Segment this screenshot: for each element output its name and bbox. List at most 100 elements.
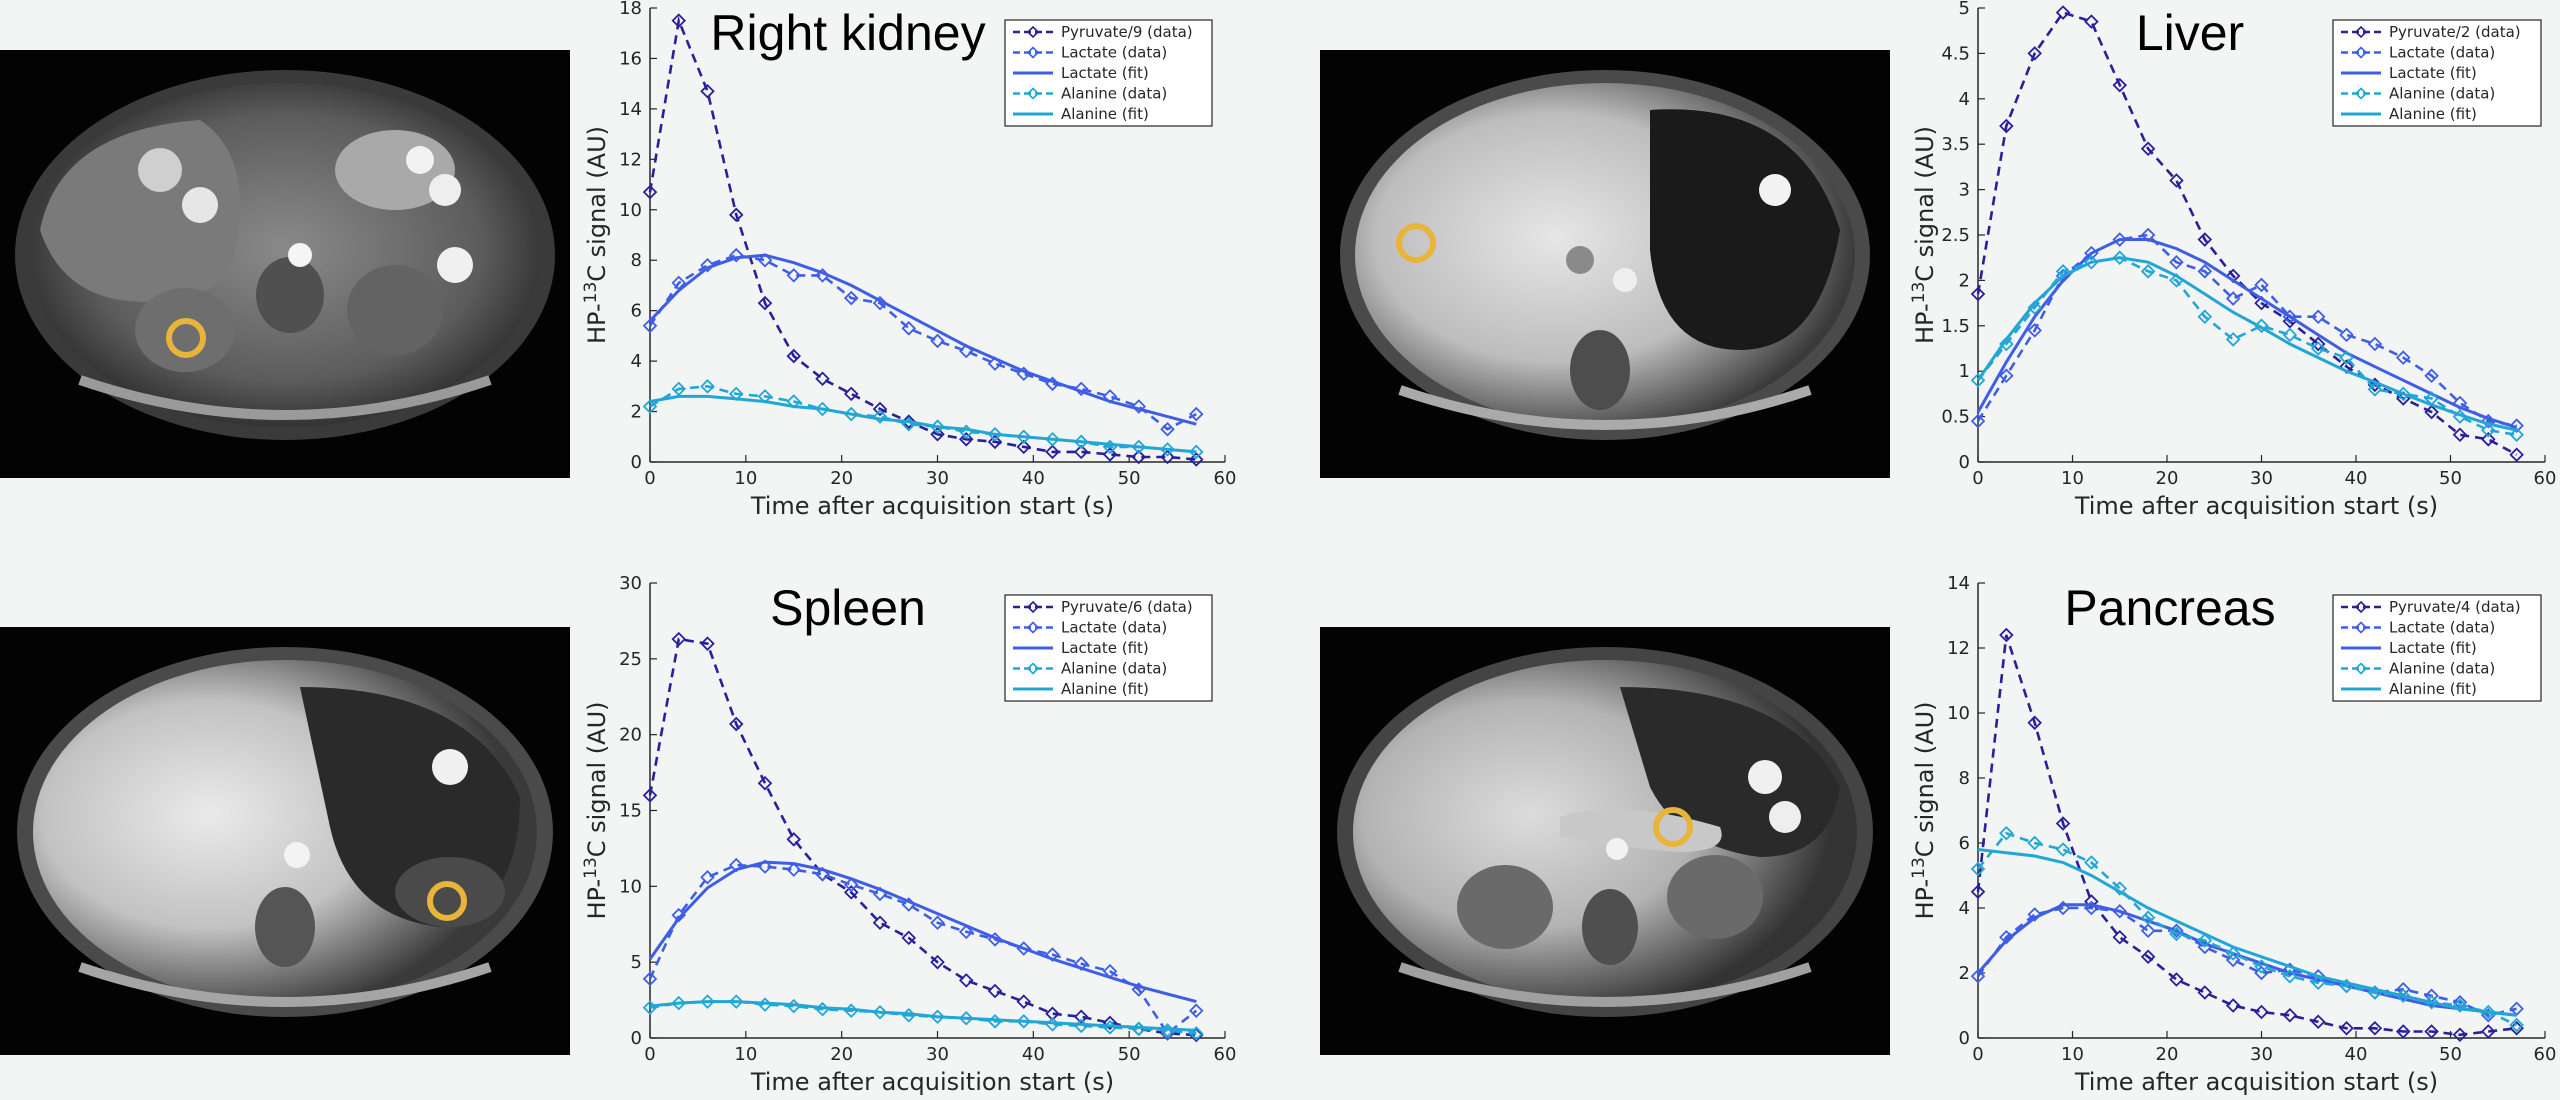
series-pyruvate-4-data-point — [1970, 884, 1986, 900]
series-lactate-data-point — [2140, 923, 2156, 939]
series-pyruvate-9-data-point — [757, 295, 773, 311]
series-pyruvate-2-data-point — [2112, 77, 2128, 93]
series-pyruvate-4-data-point — [2424, 1024, 2439, 1039]
series-pyruvate-4-data-point — [2481, 1024, 2496, 1039]
y-tick-label: 0.5 — [1941, 407, 1970, 428]
y-tick-label: 8 — [1959, 768, 1970, 789]
legend-marker — [1026, 621, 1040, 634]
y-axis-label: HP-13C signal (AU) — [581, 126, 611, 344]
series-pyruvate-9-data-point — [958, 432, 974, 447]
series-pyruvate-9-data-point — [728, 207, 744, 223]
series-alanine-data-point — [958, 1011, 974, 1026]
chart-title: Pancreas — [2064, 580, 2275, 636]
legend-marker — [1026, 46, 1040, 59]
y-tick-label: 1.5 — [1941, 316, 1970, 337]
series-alanine-data-point — [1131, 439, 1147, 455]
series-lactate-fit-line — [1976, 238, 2518, 429]
series-alanine-data-point — [2282, 327, 2298, 343]
x-tick-label: 10 — [2061, 1044, 2084, 1065]
legend: Pyruvate/2 (data) Lactate (data) Lactate (… — [2332, 19, 2542, 127]
y-tick-label: 4 — [1959, 89, 1970, 110]
series-lactate-data-point — [1970, 413, 1986, 429]
legend-item-pyruvate-2-data: Pyruvate/2 (data) — [2341, 23, 2521, 41]
mri-image-pancreas — [1320, 627, 1890, 1055]
y-tick-label: 3.5 — [1941, 134, 1970, 155]
series-lactate-data-point — [1970, 968, 1986, 984]
legend-marker — [2354, 46, 2368, 59]
y-tick-label: 15 — [619, 801, 642, 822]
series-alanine-data-point — [2452, 998, 2468, 1013]
series-alanine-data-point — [2197, 933, 2213, 948]
series-pyruvate-4-data-point — [2027, 715, 2042, 731]
legend-label: Pyruvate/6 (data) — [1061, 598, 1193, 616]
series-pyruvate-2-data-point — [1970, 286, 1986, 302]
series-alanine-data-point — [2140, 910, 2156, 926]
series-lactate-data-point — [1073, 381, 1089, 397]
y-tick-label: 10 — [619, 200, 642, 221]
legend-marker — [1026, 87, 1040, 100]
legend-item-alanine-fit: Alanine (fit) — [1013, 680, 1149, 698]
legend-marker — [2354, 621, 2368, 634]
mri-image-spleen — [0, 627, 570, 1055]
series-alanine-data-point — [642, 399, 658, 414]
series-alanine-fit-line — [1976, 256, 2517, 432]
series-pyruvate-4-data-point — [2225, 998, 2241, 1013]
series-alanine-data-point — [1999, 825, 2014, 841]
series-alanine-data-point — [2112, 250, 2128, 265]
series-pyruvate-9-data-point — [700, 83, 715, 99]
series-lactate-data-point — [642, 971, 658, 987]
y-tick-label: 4 — [1959, 898, 1970, 919]
x-tick-label: 0 — [1972, 468, 1983, 489]
series-lactate-data-point — [2254, 277, 2269, 293]
series-lactate-data-point — [1131, 399, 1147, 414]
series-alanine-data-point — [1016, 429, 1032, 445]
series-pyruvate-9-data-point — [1131, 449, 1147, 465]
chart-svg-pancreas: 0 10 20 30 40 50 60 0 2 4 6 8 10 12 14 Time after acqui… — [1909, 573, 2556, 1096]
y-tick-label: 0 — [631, 452, 642, 473]
legend-label: Lactate (data) — [1061, 619, 1167, 637]
y-tick-label: 2 — [1959, 270, 1970, 291]
x-tick-label: 20 — [2156, 468, 2179, 489]
series-alanine-data-point — [2339, 350, 2354, 365]
y-tick-label: 14 — [619, 99, 642, 120]
series-alanine-data-point — [1999, 336, 2014, 352]
series-alanine-data-point — [2481, 422, 2496, 438]
series-pyruvate-9-data-point — [642, 184, 658, 200]
y-tick-label: 8 — [631, 250, 642, 271]
series-alanine-fit-line — [1977, 848, 2517, 1017]
series-pyruvate-9-data-point — [815, 371, 830, 387]
y-tick-label: 12 — [619, 149, 642, 170]
y-tick-label: 5 — [1959, 0, 1970, 19]
x-tick-label: 30 — [2250, 468, 2273, 489]
series-pyruvate-6-data-point — [786, 832, 802, 847]
legend-label: Lactate (data) — [2389, 619, 2495, 637]
series-alanine-data-point — [2197, 309, 2213, 324]
legend: Pyruvate/4 (data) Lactate (data) Lactate (… — [2332, 594, 2542, 702]
roi-circle-icon — [166, 318, 206, 358]
series-alanine-data-point — [1073, 434, 1089, 450]
y-tick-label: 2.5 — [1941, 225, 1970, 246]
series-lactate-data-point — [700, 257, 715, 273]
x-tick-label: 20 — [830, 468, 853, 489]
y-axis-label: HP-13C signal (AU) — [1909, 701, 1939, 919]
x-tick-label: 40 — [1022, 468, 1045, 489]
y-tick-label: 1 — [1959, 361, 1970, 382]
series-pyruvate-2-data-point — [2509, 447, 2524, 463]
series-lactate-data-point — [2310, 309, 2326, 324]
series-pyruvate-6-data-point — [958, 973, 974, 988]
x-tick-label: 60 — [2534, 468, 2557, 489]
legend-marker — [2354, 662, 2368, 675]
series-alanine-data-point — [2112, 881, 2128, 896]
series-pyruvate-4-data-point — [2169, 972, 2184, 987]
series-lactate-data-point — [1160, 421, 1175, 437]
y-tick-label: 0 — [1959, 452, 1970, 473]
legend-label: Lactate (fit) — [2389, 639, 2477, 657]
chart-title: Liver — [2136, 5, 2244, 61]
roi-circle-icon — [1653, 807, 1693, 847]
series-pyruvate-6-data-point — [872, 915, 888, 931]
series-pyruvate-4-data-point — [2254, 1004, 2269, 1020]
y-tick-label: 0 — [631, 1028, 642, 1049]
series-pyruvate-2-data-point — [1999, 118, 2014, 134]
series-lactate-data-point — [1188, 1003, 1204, 1018]
series-pyruvate-9-data-point — [1102, 447, 1118, 462]
